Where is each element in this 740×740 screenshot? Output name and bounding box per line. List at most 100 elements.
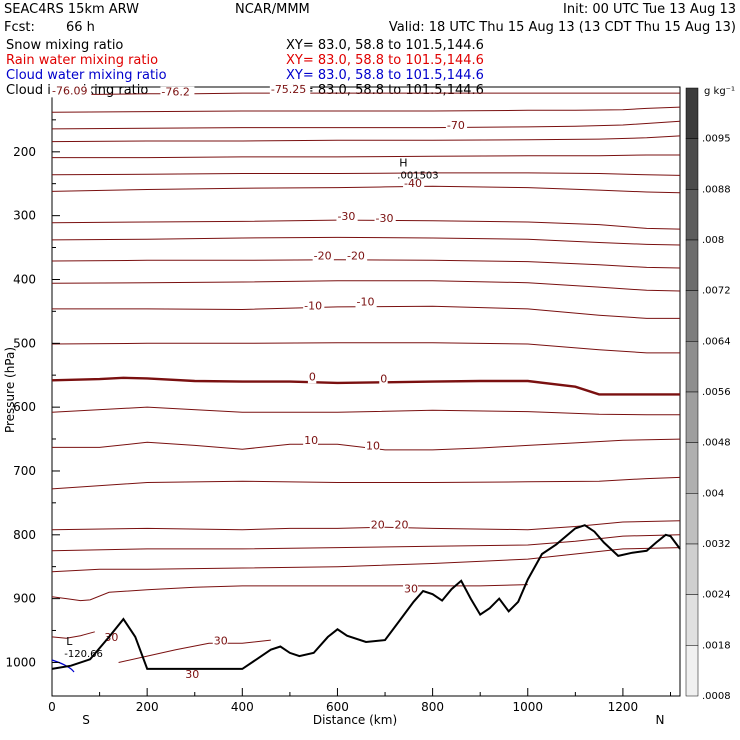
extremum-marker: L (66, 635, 73, 648)
contour-label-bg (303, 300, 325, 313)
contour-line (52, 305, 680, 319)
contour-line (51, 259, 681, 269)
contour-label: -20 (347, 250, 365, 263)
contour-label-bg (51, 85, 92, 98)
contour-line (51, 135, 681, 143)
contour-line (51, 584, 528, 602)
y-tick-label: 900 (13, 592, 36, 606)
colorbar-unit: g kg⁻¹ (704, 86, 735, 97)
init-time: Init: 00 UTC Tue 13 Aug 13 (563, 2, 736, 17)
cloud-water-contour (51, 659, 75, 673)
x-tick-label: 600 (326, 700, 349, 714)
legend-xy: XY= 83.0, 58.8 to 101.5,144.6 (286, 38, 484, 53)
contour-line (51, 476, 681, 490)
contour-line (52, 438, 681, 451)
south-label: S (82, 713, 90, 727)
contour-label-bg (379, 373, 388, 386)
y-tick-label: 700 (13, 464, 36, 478)
x-tick-label: 200 (136, 700, 159, 714)
extremum-value: -120.66 (64, 649, 103, 660)
contour-label: -76.09 (52, 84, 87, 97)
x-tick-label: 800 (421, 700, 444, 714)
contour-label-bg (393, 519, 409, 532)
colorbar-swatch (685, 594, 699, 646)
contour-label-bg (212, 635, 228, 648)
y-tick-label: 400 (13, 272, 36, 286)
colorbar-swatch (685, 645, 699, 697)
y-tick-label: 500 (13, 336, 36, 350)
contour-label: 10 (304, 434, 318, 447)
contour-label: -30 (376, 212, 394, 225)
contour-label-bg (345, 250, 368, 263)
legend-xy: XY= 83.0, 58.8 to 101.5,144.6 (286, 68, 484, 83)
x-tick-label: 1000 (512, 700, 543, 714)
contour-label-bg (369, 519, 385, 532)
y-tick-label: 800 (13, 528, 36, 542)
colorbar-swatch (685, 391, 699, 443)
contour-label: 20 (371, 518, 385, 531)
legend-xy: XY= 83.0, 58.8 to 101.5,144.6 (286, 53, 484, 68)
colorbar-tick: .0048 (702, 438, 731, 449)
contour-label-bg (184, 668, 200, 681)
org-label: NCAR/MMM (235, 2, 310, 17)
colorbar-swatch (685, 442, 699, 494)
x-axis-label: Distance (km) (313, 713, 397, 727)
legend-label: Rain water mixing ratio (6, 53, 158, 68)
contour-line (51, 547, 681, 573)
contour-label-bg (303, 435, 318, 448)
x-tick-label: 0 (48, 700, 56, 714)
colorbar-tick: .0072 (702, 286, 731, 297)
contour-label: -20 (314, 250, 332, 263)
contour-label: 30 (185, 668, 199, 681)
colorbar-tick: .004 (702, 488, 724, 499)
contour-line (51, 631, 95, 639)
contour-label: -70 (447, 119, 465, 132)
contour-label-bg (312, 250, 334, 263)
y-tick-label: 200 (13, 145, 36, 159)
contour-line (51, 172, 681, 176)
y-axis-label: Pressure (hPa) (3, 347, 17, 433)
contour-label: 0 (380, 372, 387, 385)
extremum-value: .001503 (397, 171, 438, 182)
contour-line (51, 120, 681, 130)
contour-line (51, 342, 680, 354)
x-tick-label: 400 (231, 700, 254, 714)
colorbar-swatch (685, 290, 699, 342)
contour-line (51, 534, 681, 552)
colorbar-swatch (685, 341, 699, 393)
temperature-contours (51, 92, 681, 673)
contour-label: 10 (366, 439, 380, 452)
contour-label-bg (374, 213, 396, 226)
contour-label-bg (336, 211, 358, 224)
colorbar-tick: .0064 (702, 336, 731, 347)
contour-label-bg (307, 371, 317, 384)
y-tick-label: 300 (13, 209, 36, 223)
contour-label: -40 (404, 177, 422, 190)
valid-time: Valid: 18 UTC Thu 15 Aug 13 (13 CDT Thu … (389, 20, 736, 35)
plot-frame (51, 86, 681, 697)
contour-label: -10 (304, 299, 322, 312)
contour-line (51, 236, 681, 246)
extremum-marker: H (399, 157, 407, 170)
contour-line (51, 520, 681, 531)
contour-line (52, 92, 680, 95)
legend-label: Cloud water mixing ratio (6, 68, 167, 83)
contour-label-bg (445, 119, 468, 132)
colorbar-tick: .0088 (702, 184, 731, 195)
fcst-label: Fcst: (4, 20, 35, 35)
contour-labels: -76.09 -76.2 -75.25 -70 -40 -30 -30 -20 -20 -10 -1… (51, 83, 468, 681)
north-label: N (656, 713, 665, 727)
x-tick-label: 1200 (608, 700, 639, 714)
contour-line (51, 406, 680, 416)
contour-line (51, 106, 681, 113)
terrain-line (51, 524, 681, 670)
colorbar-tick: .0032 (702, 539, 731, 550)
contour-label: 30 (214, 635, 228, 648)
colorbar-swatch (685, 239, 699, 291)
colorbar-swatch (685, 87, 699, 139)
contour-label: 30 (404, 582, 418, 595)
contour-label-bg (403, 583, 418, 596)
colorbar-tick: .0018 (702, 640, 731, 651)
